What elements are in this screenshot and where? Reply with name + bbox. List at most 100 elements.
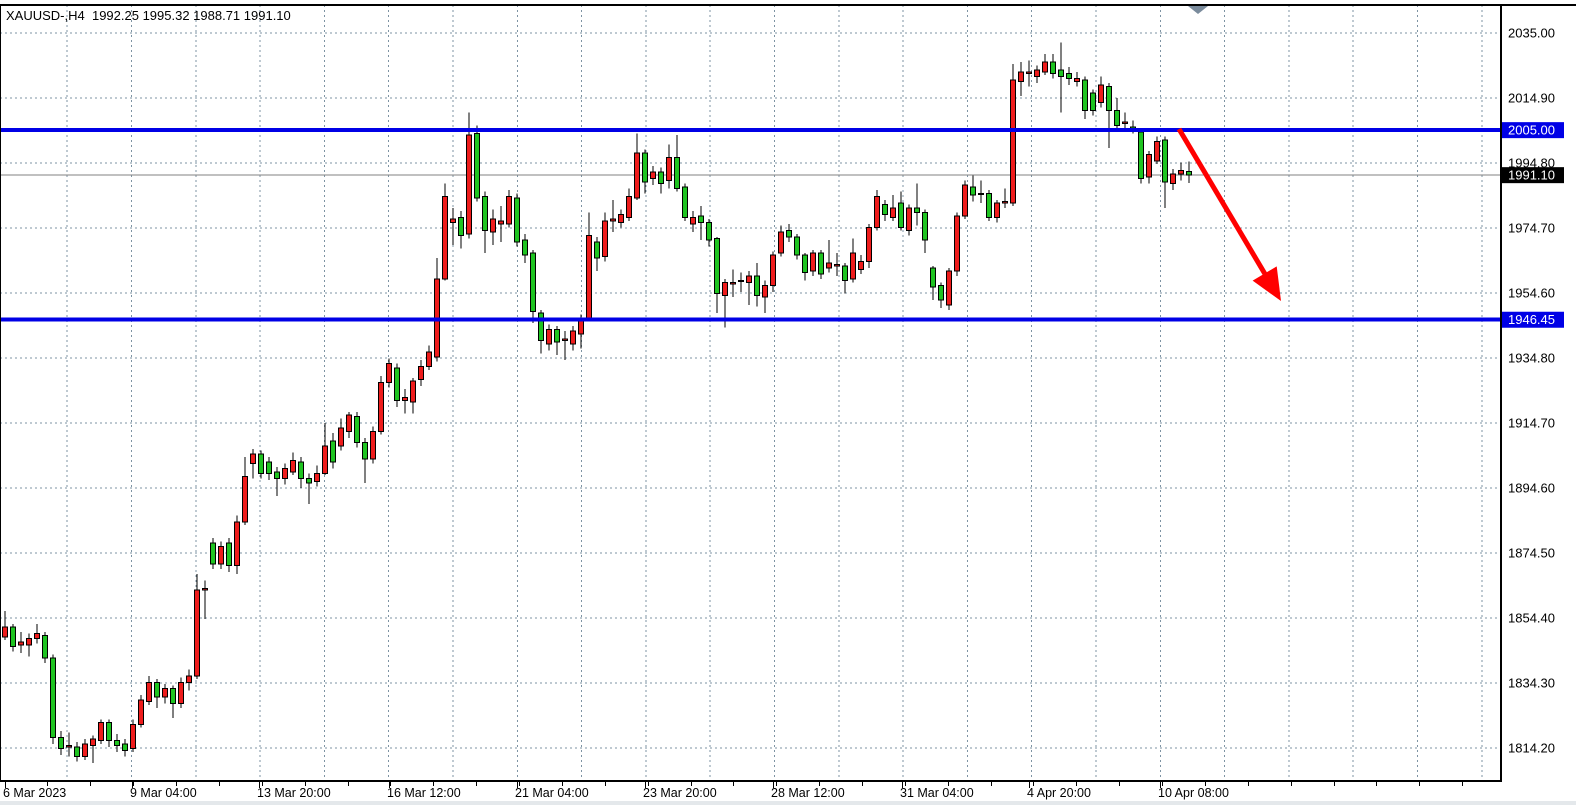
time-tick — [476, 782, 477, 786]
time-axis[interactable]: 6 Mar 2023 9 Mar 04:00 13 Mar 20:00 16 Mar … — [3, 782, 1463, 800]
candle-body — [1154, 140, 1160, 162]
candle-body — [618, 213, 624, 223]
candle-body — [1114, 110, 1120, 126]
scroll-marker-triangle-icon[interactable] — [1188, 6, 1208, 14]
price-label: 1834.30 — [1508, 676, 1555, 691]
candle-body — [122, 743, 128, 751]
time-tick — [862, 782, 863, 786]
scroll-position-marker-icon[interactable] — [1188, 6, 1208, 14]
candle-body — [1026, 71, 1032, 74]
candle-body — [1034, 69, 1040, 78]
trend-arrow[interactable] — [1176, 127, 1281, 301]
candle-body — [162, 688, 168, 698]
price-label: 2014.90 — [1508, 91, 1555, 106]
price-label: 1894.60 — [1508, 481, 1555, 496]
candle-body — [1010, 79, 1016, 204]
candle-body — [722, 281, 728, 296]
time-tick — [433, 782, 434, 786]
candle-body — [354, 416, 360, 444]
candle-body — [546, 328, 552, 345]
candle-body — [642, 152, 648, 183]
candle-body — [762, 285, 768, 298]
candle-body — [802, 254, 808, 274]
candle-body — [1138, 131, 1144, 180]
date-label: 31 Mar 04:00 — [900, 786, 974, 800]
candle-body — [1186, 170, 1192, 176]
candle-body — [2, 626, 8, 638]
candle-body — [346, 414, 352, 432]
window-bottom-strip — [0, 801, 1576, 805]
arrow-shaft[interactable] — [1176, 127, 1270, 280]
candle-body — [170, 688, 176, 704]
price-label: 1934.80 — [1508, 351, 1555, 366]
candle-body — [442, 196, 448, 280]
candle-body — [186, 675, 192, 683]
candle-body — [114, 740, 120, 746]
candle-body — [882, 204, 888, 215]
candle-body — [266, 461, 272, 474]
time-tick — [562, 782, 563, 786]
candle-body — [674, 157, 680, 189]
candle-body — [986, 192, 992, 219]
time-tick — [733, 782, 734, 786]
candle-body — [1162, 139, 1168, 183]
date-label: 28 Mar 12:00 — [771, 786, 845, 800]
candle-body — [842, 265, 848, 282]
candle-body — [946, 270, 952, 306]
candle-body — [498, 220, 504, 225]
candle-body — [250, 453, 256, 465]
candle-body — [1042, 61, 1048, 73]
candle-body — [330, 440, 336, 463]
candle-body — [1058, 69, 1064, 78]
candle-body — [202, 587, 208, 591]
date-label: 16 Mar 12:00 — [387, 786, 461, 800]
horizontal-level-lines[interactable] — [0, 128, 1500, 322]
candle-body — [810, 252, 816, 272]
candle-body — [858, 260, 864, 270]
arrow-head-icon[interactable] — [1252, 266, 1281, 301]
candle-body — [1122, 121, 1128, 125]
price-axis[interactable]: 2035.00 2014.90 1994.80 1974.70 1954.60 1934.… — [1502, 26, 1564, 756]
grid — [0, 5, 1500, 781]
time-tick — [819, 782, 820, 786]
candle-body — [234, 521, 240, 567]
candle-body — [1002, 200, 1008, 204]
frame-top — [0, 4, 1576, 6]
time-tick — [1419, 782, 1420, 786]
candle-body — [394, 367, 400, 402]
candle-body — [634, 152, 640, 199]
level-price-badge — [1502, 311, 1564, 328]
candle-body — [650, 171, 656, 180]
candle-body — [178, 681, 184, 704]
candle-body — [818, 252, 824, 275]
date-label: 10 Apr 08:00 — [1158, 786, 1229, 800]
candle-body — [106, 722, 112, 742]
level-price-badge — [1502, 122, 1564, 139]
date-label: 4 Apr 20:00 — [1027, 786, 1091, 800]
candle-body — [890, 207, 896, 219]
candle-body — [962, 184, 968, 217]
candle-body — [1106, 85, 1112, 112]
candle-body — [50, 657, 56, 738]
time-tick — [1291, 782, 1292, 786]
time-tick — [905, 782, 906, 786]
current-price-badge — [1502, 167, 1564, 184]
candle-body — [138, 699, 144, 725]
candle-body — [730, 281, 736, 285]
current-price-badge-text: 1991.10 — [1508, 168, 1555, 183]
candle-body — [34, 633, 40, 640]
candle-body — [66, 744, 72, 748]
candle-body — [954, 215, 960, 272]
time-tick — [948, 782, 949, 786]
candle-body — [594, 241, 600, 259]
candle-body — [314, 472, 320, 482]
candle-body — [370, 430, 376, 460]
candle-body — [226, 542, 232, 567]
candle-body — [522, 239, 528, 256]
level-price-badge-text: 2005.00 — [1508, 123, 1555, 138]
candle-body — [418, 366, 424, 380]
candle-body — [210, 542, 216, 565]
candle-body — [362, 442, 368, 460]
